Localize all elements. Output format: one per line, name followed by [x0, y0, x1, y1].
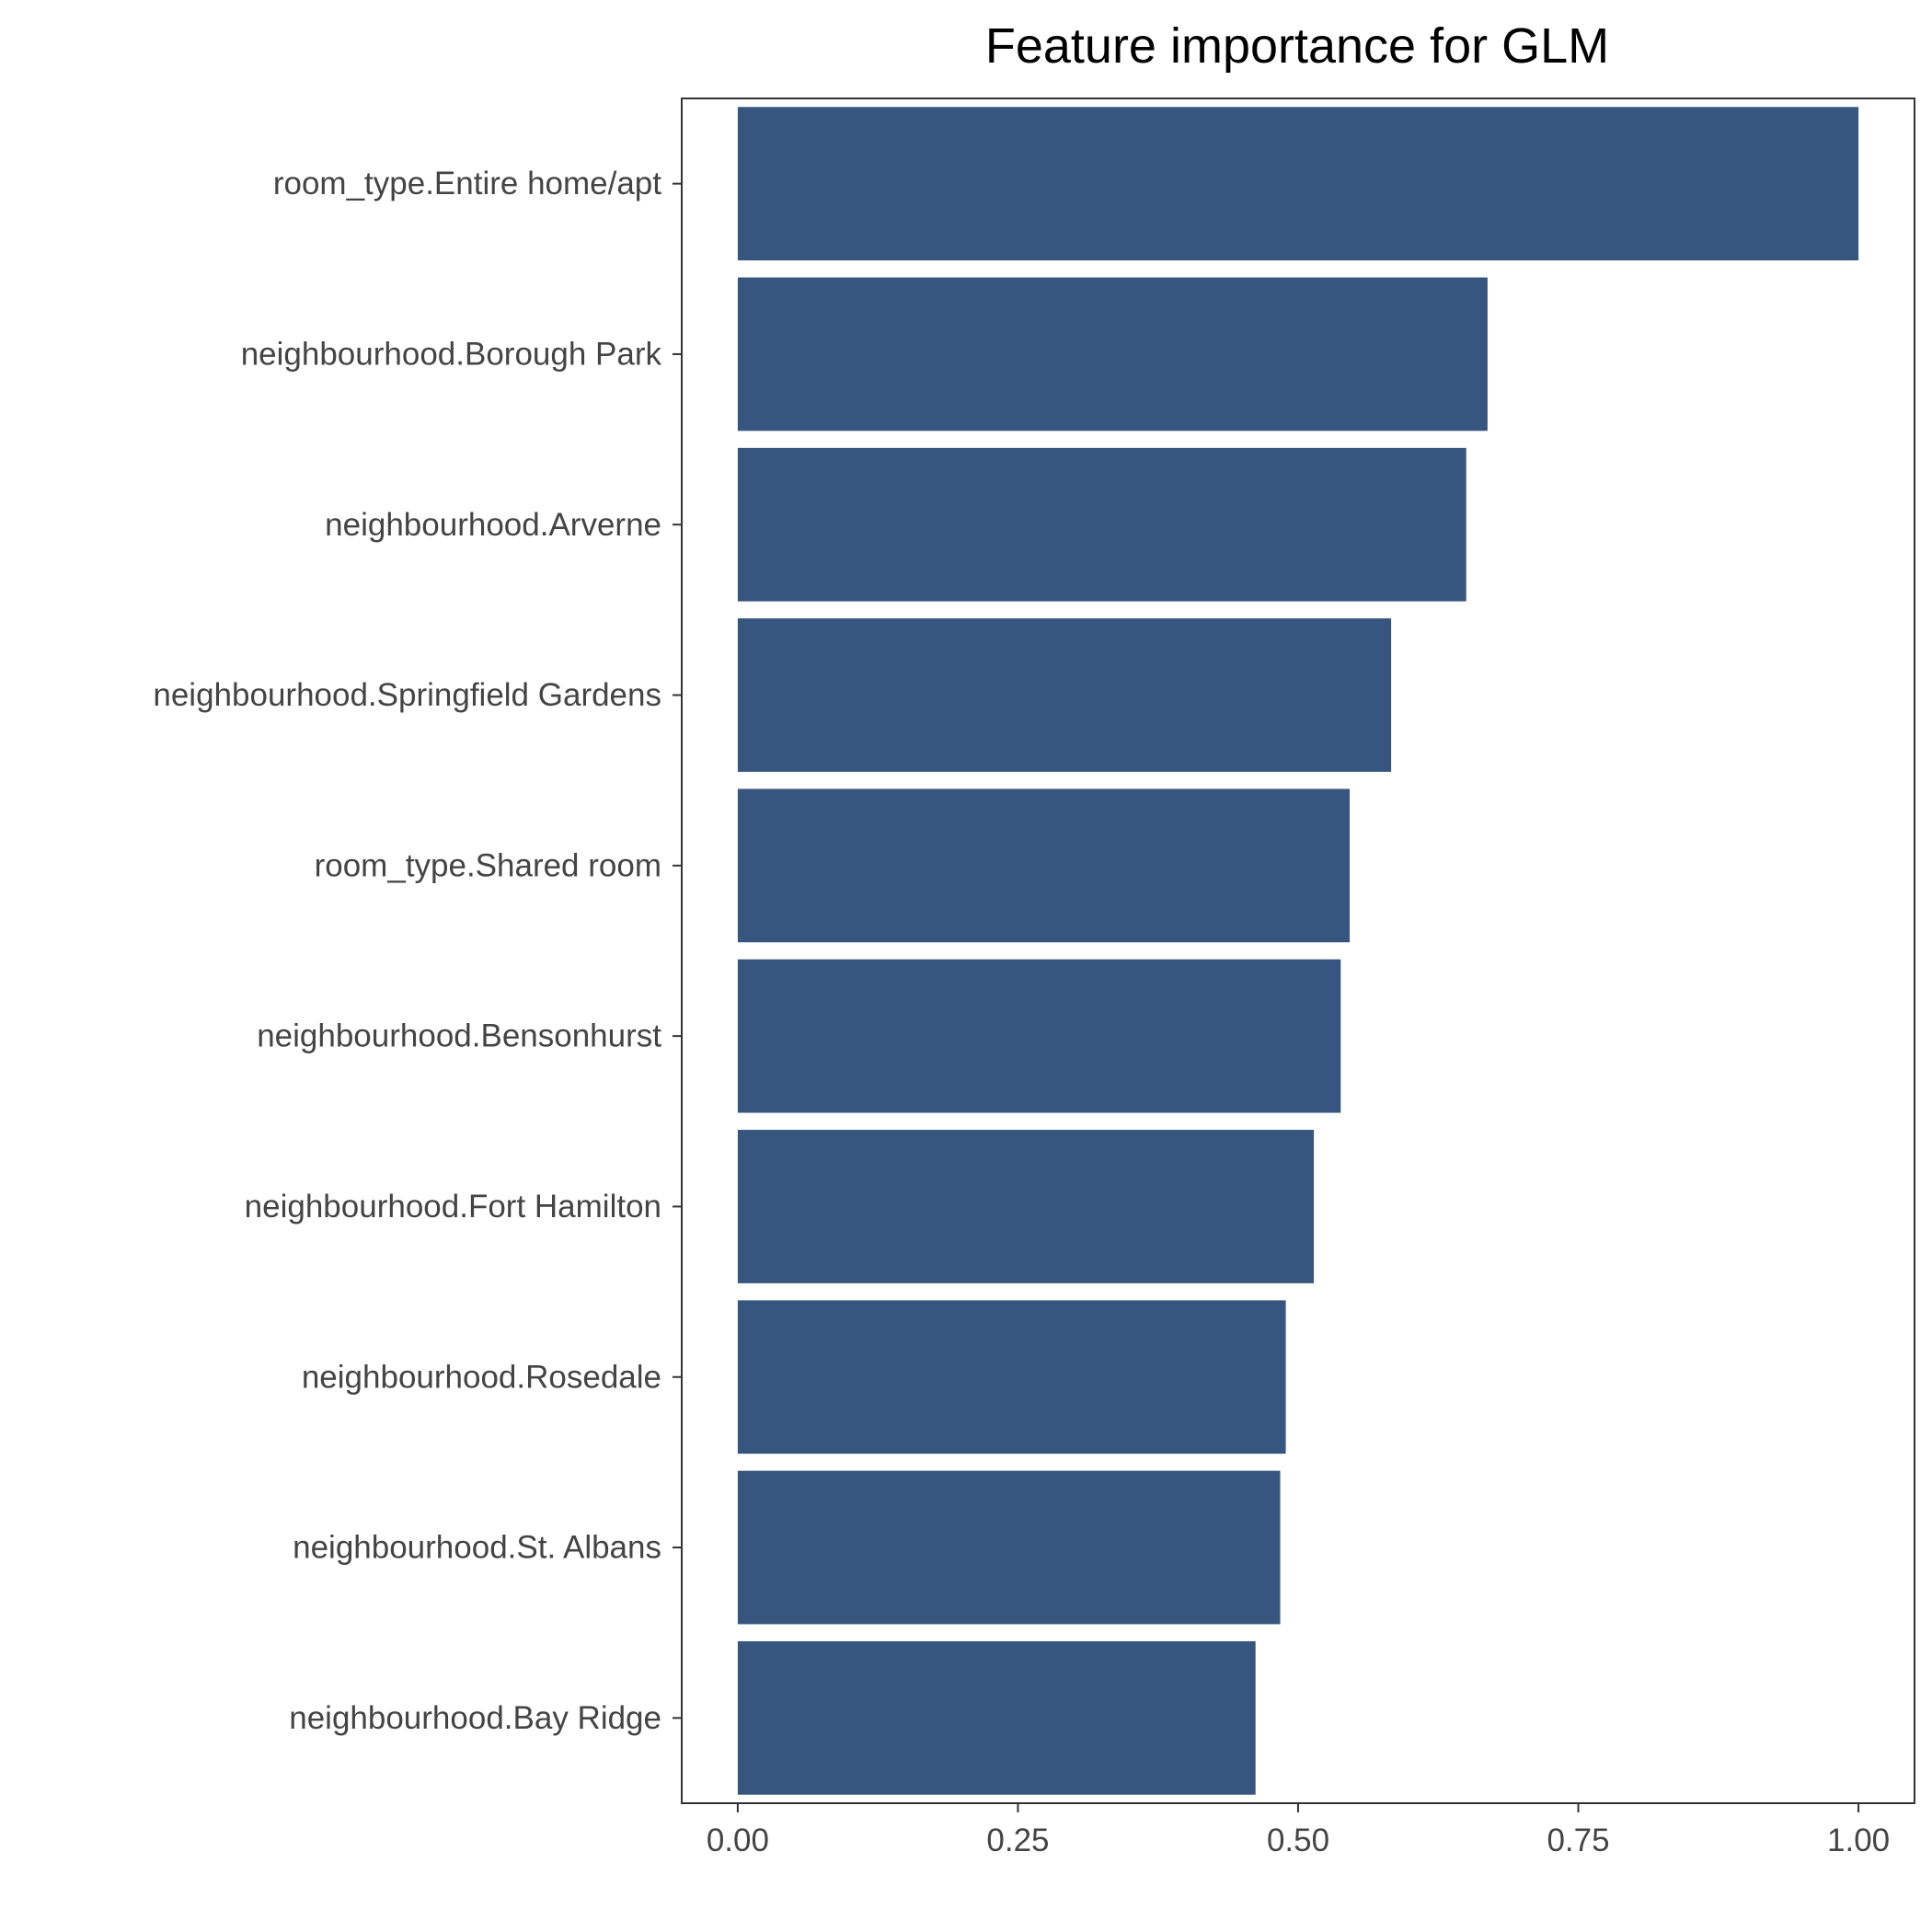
category-label: neighbourhood.Borough Park: [241, 336, 662, 372]
x-tick-label: 0.75: [1547, 1823, 1609, 1858]
category-label: neighbourhood.Bay Ridge: [289, 1700, 661, 1736]
bar: [737, 447, 1466, 602]
bar: [737, 277, 1488, 431]
category-label: room_type.Entire home/apt: [273, 166, 661, 201]
category-label: neighbourhood.Springfield Gardens: [153, 677, 661, 713]
x-tick-label: 0.50: [1267, 1823, 1329, 1858]
bars-layer: [737, 107, 1859, 1795]
category-label: neighbourhood.Bensonhurst: [257, 1018, 661, 1054]
category-label: neighbourhood.St. Albans: [293, 1530, 661, 1566]
bar: [737, 959, 1341, 1113]
bar: [737, 1130, 1315, 1283]
y-axis: room_type.Entire home/apt neighbourhood.B…: [153, 166, 682, 1736]
category-label: room_type.Shared room: [315, 847, 661, 883]
bar: [737, 1640, 1256, 1795]
category-label: neighbourhood.Fort Hamilton: [245, 1189, 661, 1225]
bar: [737, 618, 1392, 772]
chart-title: Feature importance for GLM: [985, 18, 1609, 74]
bar: [737, 107, 1859, 261]
bar: [737, 1300, 1286, 1455]
x-tick-label: 1.00: [1827, 1823, 1890, 1858]
x-tick-label: 0.00: [707, 1823, 769, 1858]
bar: [737, 1470, 1281, 1625]
x-axis: 0.00 0.25 0.50 0.75 1.00: [707, 1803, 1890, 1858]
category-label: neighbourhood.Arverne: [325, 507, 661, 543]
bar: [737, 788, 1351, 943]
x-tick-label: 0.25: [986, 1823, 1049, 1858]
category-label: neighbourhood.Rosedale: [302, 1359, 661, 1395]
